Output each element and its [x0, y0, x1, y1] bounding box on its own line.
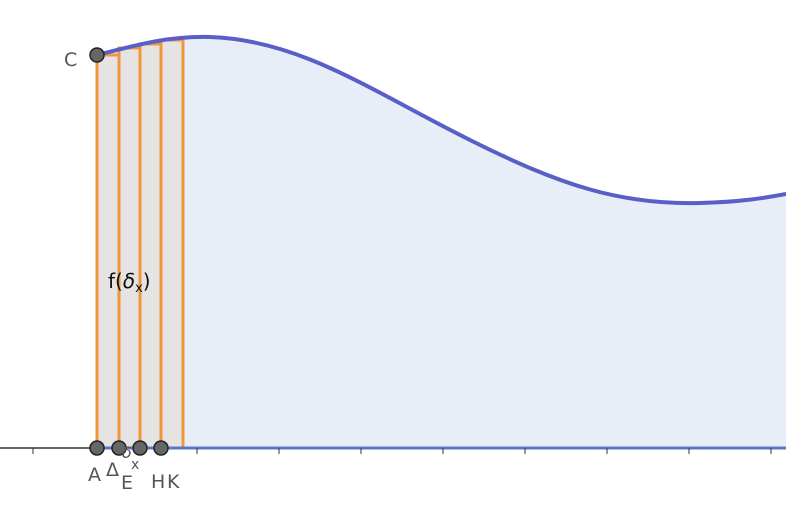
x-axis-ticks	[32, 448, 772, 454]
delta-x-label: Δ	[106, 459, 119, 481]
point-e[interactable]	[111, 440, 127, 456]
rectangle-2	[117, 46, 142, 450]
rectangle-3	[138, 42, 163, 450]
point-k-label: K	[167, 471, 180, 493]
delta-small-label: δ	[122, 443, 132, 462]
point-c[interactable]	[89, 47, 105, 63]
rectangle-4	[159, 38, 185, 450]
function-value-label: f(δx)	[108, 269, 151, 296]
rectangles	[95, 38, 185, 450]
point-a[interactable]	[89, 440, 105, 456]
area-under-curve	[97, 36, 786, 448]
rectangle-1	[95, 53, 121, 450]
point-h-label: H	[151, 471, 165, 493]
x-small-label: x	[131, 457, 139, 473]
point-k[interactable]	[153, 440, 169, 456]
point-a-label: A	[88, 464, 101, 486]
point-c-label: C	[64, 49, 77, 71]
function-curve	[95, 34, 786, 206]
point-e-label: E	[121, 472, 133, 494]
point-h[interactable]	[132, 440, 148, 456]
